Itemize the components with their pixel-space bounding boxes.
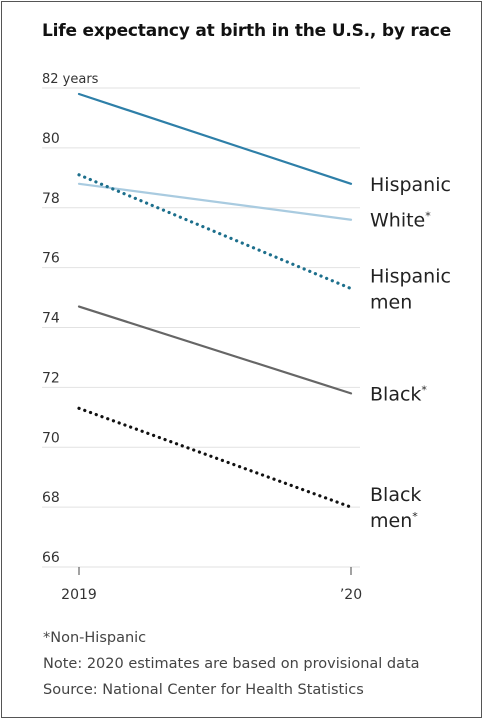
y-tick-label: 76 xyxy=(42,251,60,267)
series-label-hispanic-men: men xyxy=(370,292,412,314)
y-tick-label: 72 xyxy=(42,370,60,386)
y-tick-label: 74 xyxy=(42,311,60,327)
x-tick-label: 2019 xyxy=(61,587,97,603)
y-tick-label: 68 xyxy=(42,490,60,506)
y-tick-label: 78 xyxy=(42,191,60,207)
source: Source: National Center for Health Stati… xyxy=(43,682,364,698)
note: Note: 2020 estimates are based on provis… xyxy=(43,656,420,672)
series-label-white: White* xyxy=(370,210,431,232)
x-tick-label: ’20 xyxy=(340,587,362,603)
y-tick-label: 66 xyxy=(42,550,60,566)
y-tick-label: 80 xyxy=(42,131,60,147)
series-line-black-men xyxy=(77,406,353,509)
chart-title: Life expectancy at birth in the U.S., by… xyxy=(42,21,452,41)
series-label-hispanic-men: Hispanic xyxy=(370,266,451,288)
series-label-black-men: Black xyxy=(370,484,421,506)
series-label-black: Black* xyxy=(370,383,427,405)
series-label-black-men: men* xyxy=(370,510,418,532)
footnote: *Non-Hispanic xyxy=(43,630,147,646)
chart-notes: *Non-Hispanic Note: 2020 estimates are b… xyxy=(43,625,420,703)
y-tick-label: 70 xyxy=(42,430,60,446)
series-line-white xyxy=(77,182,353,221)
y-tick-label: 82 years xyxy=(42,72,99,87)
series-label-hispanic: Hispanic xyxy=(370,174,451,196)
series-line-black xyxy=(77,305,353,395)
series-line-hispanic-men xyxy=(77,173,353,291)
series-line-hispanic xyxy=(77,92,353,185)
